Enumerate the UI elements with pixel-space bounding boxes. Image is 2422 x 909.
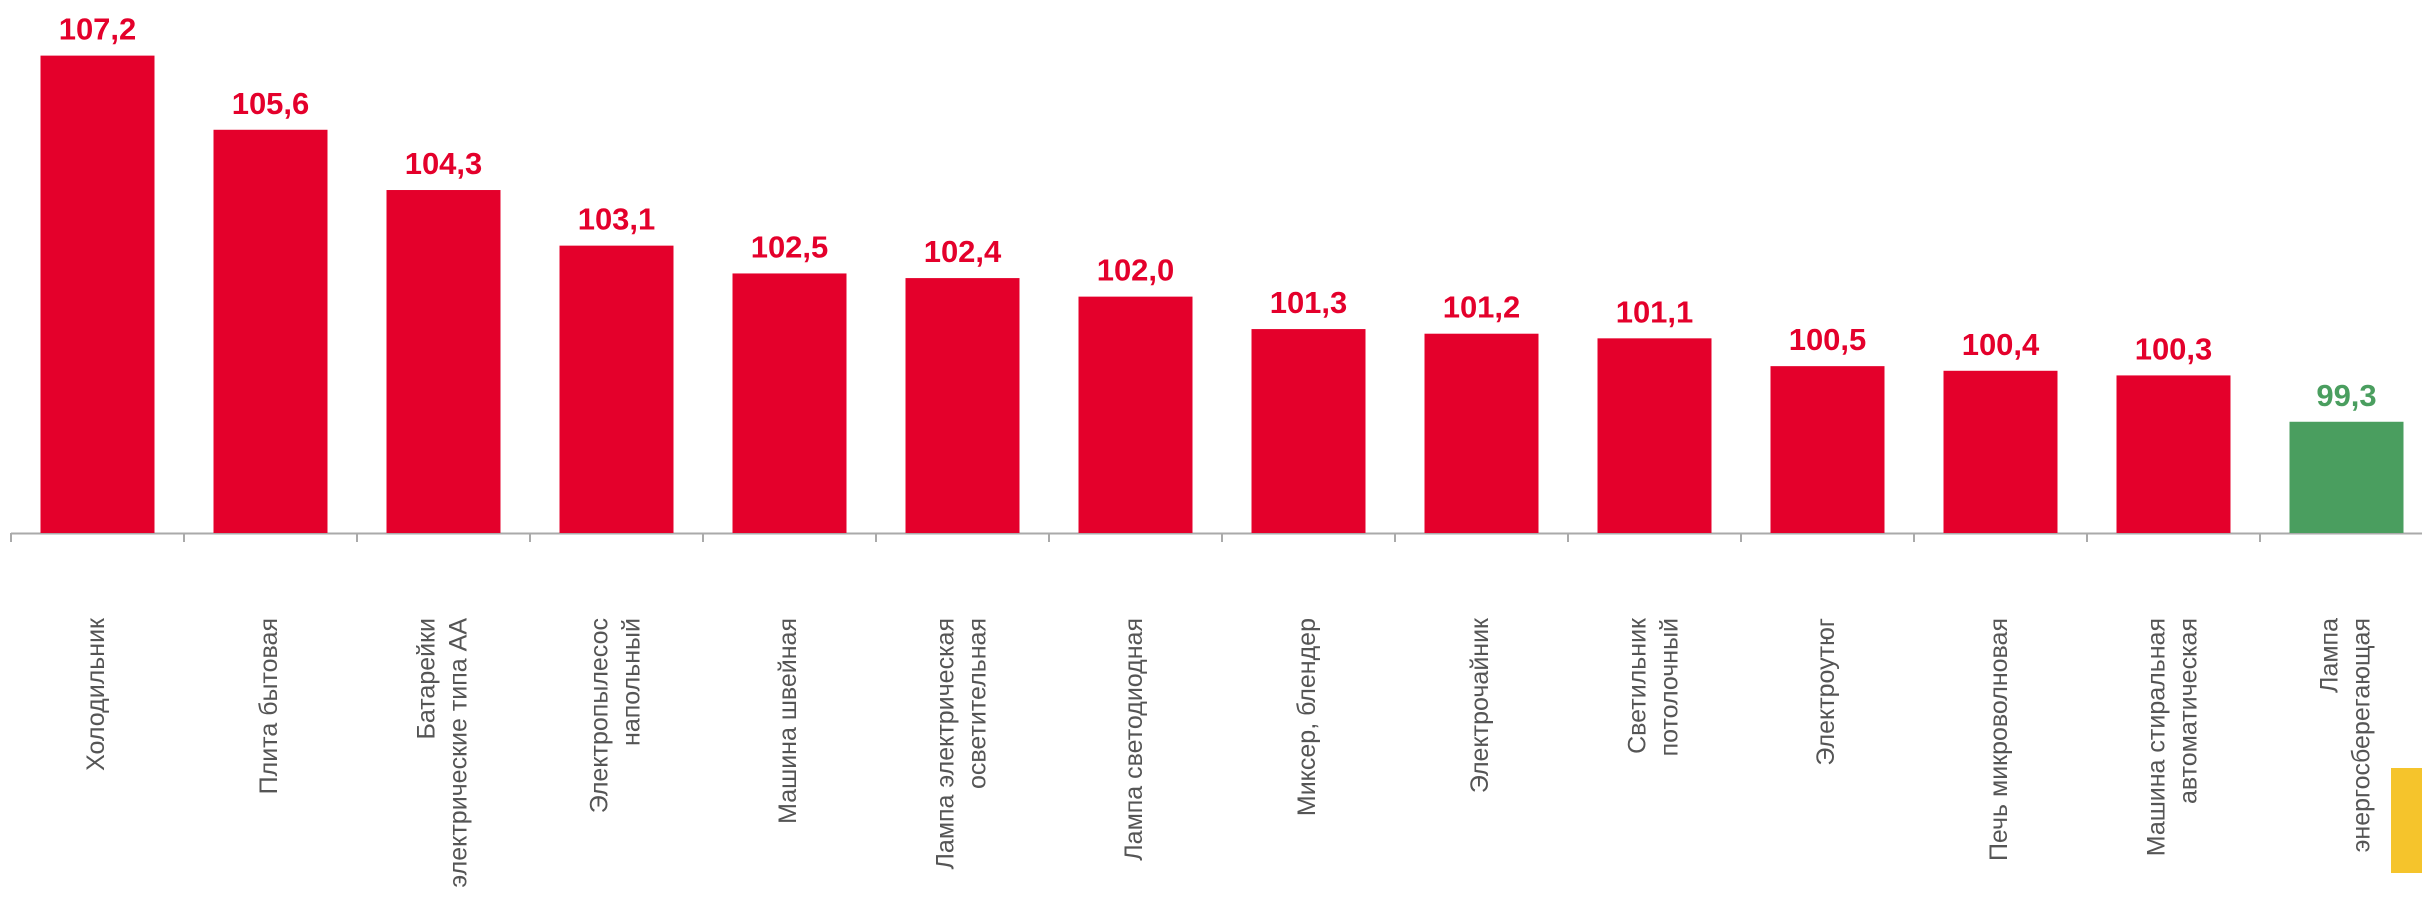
bar — [213, 129, 328, 533]
x-tick-label: Холодильник — [82, 617, 110, 771]
corner-decoration — [2391, 768, 2422, 873]
x-tick-label: Лампа электрическая осветительная — [931, 618, 991, 869]
bar — [386, 190, 501, 533]
x-tick-label: Машина стиральная автоматическая — [2142, 618, 2202, 856]
x-tick-label: Печь микроволновая — [1985, 618, 2013, 861]
value-label: 105,6 — [232, 86, 310, 121]
x-tick-label: Электрочайник — [1466, 617, 1494, 793]
value-label: 100,3 — [2135, 331, 2213, 366]
x-tick-label: Электроутюг — [1812, 618, 1840, 766]
x-tick-label: Электропылесос напольный — [585, 618, 645, 813]
bar — [1078, 296, 1193, 533]
x-tick-label: Лампа энергосберегающая — [2315, 618, 2375, 852]
value-label: 99,3 — [2316, 378, 2376, 413]
bar — [2116, 375, 2231, 533]
value-label: 102,0 — [1097, 253, 1175, 288]
bar — [732, 273, 847, 533]
bar — [1597, 338, 1712, 533]
bar — [1770, 366, 1885, 533]
value-label: 101,3 — [1270, 285, 1348, 320]
x-tick-label: Светильник потолочный — [1623, 617, 1683, 756]
value-label: 100,5 — [1789, 322, 1867, 357]
bar — [1251, 329, 1366, 533]
value-label: 101,2 — [1443, 290, 1521, 325]
x-tick-label: Лампа светодиодная — [1120, 618, 1148, 861]
bar — [2289, 421, 2404, 533]
x-tick-label: Машина швейная — [774, 618, 802, 824]
x-tick-label: Плита бытовая — [255, 618, 283, 794]
bar — [1943, 370, 2058, 533]
value-label: 100,4 — [1962, 327, 2040, 362]
value-label: 103,1 — [578, 202, 656, 237]
value-label: 102,5 — [751, 229, 829, 264]
bar — [905, 278, 1020, 533]
bar — [1424, 333, 1539, 533]
value-label: 101,1 — [1616, 294, 1694, 329]
x-tick-label: Миксер, блендер — [1293, 618, 1321, 816]
x-tick-label: Батарейки электрические типа АА — [412, 618, 472, 888]
value-label: 107,2 — [59, 12, 137, 47]
bar — [559, 245, 674, 533]
value-label: 102,4 — [924, 234, 1002, 269]
bar — [40, 55, 155, 533]
value-label: 104,3 — [405, 146, 483, 181]
